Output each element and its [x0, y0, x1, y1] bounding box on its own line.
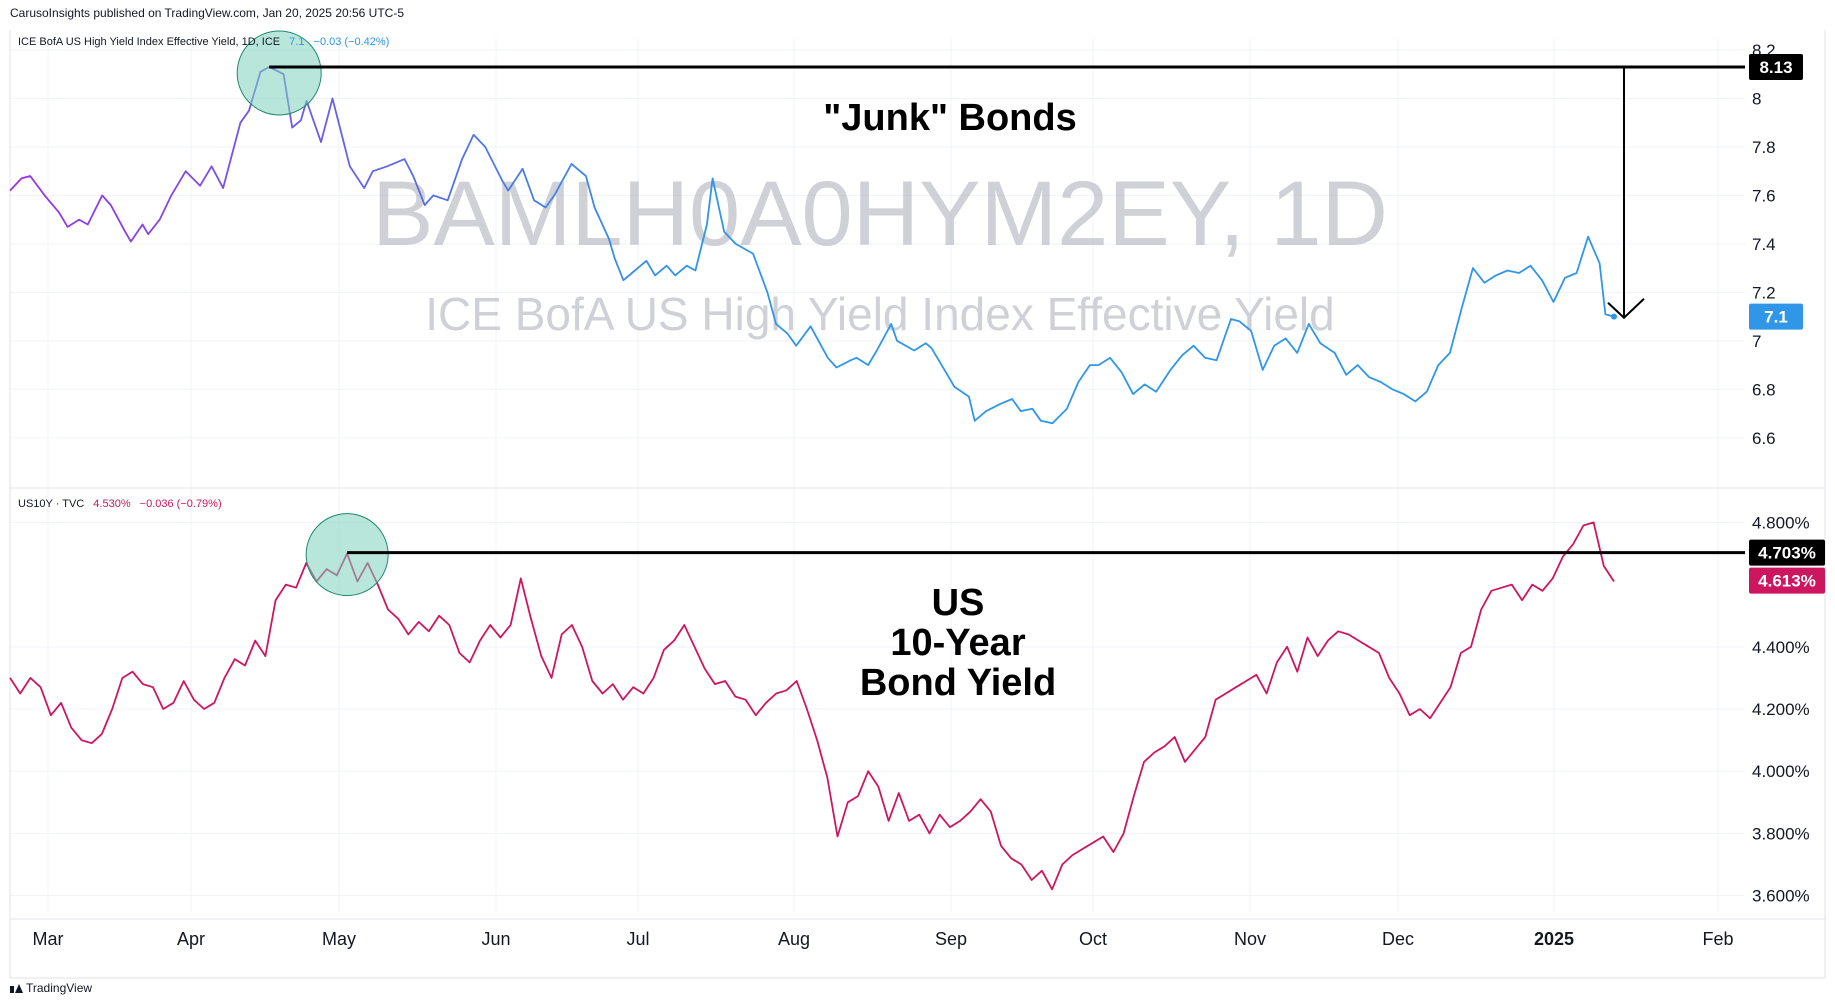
- legend-junk[interactable]: ICE BofA US High Yield Index Effective Y…: [18, 36, 389, 48]
- tradingview-brand[interactable]: TradingView: [10, 981, 92, 995]
- price-badge-top-0: [1749, 53, 1803, 80]
- time-axis[interactable]: Mar Apr May Jun Jul Aug Sep Oct Nov Dec 2025 Feb: [33, 929, 1734, 949]
- watermark-description: ICE BofA US High Yield Index Effective Y…: [425, 288, 1334, 340]
- price-badge-bottom-1: [1749, 567, 1825, 594]
- ytick-bottom-3: 4.000%: [1752, 762, 1810, 781]
- ytick-top-7: 6.8: [1752, 380, 1776, 399]
- price-badge-label-bottom-1: 4.613%: [1758, 572, 1816, 591]
- us10y-label-line3: Bond Yield: [860, 662, 1056, 704]
- grid: [10, 38, 1745, 912]
- xtick-9: Dec: [1382, 929, 1414, 949]
- xtick-8: Nov: [1234, 929, 1266, 949]
- xtick-3: Jun: [481, 929, 510, 949]
- us10y-line: [9, 521, 1615, 891]
- xtick-10: 2025: [1534, 929, 1574, 949]
- ytick-top-4: 7.4: [1752, 235, 1776, 254]
- xtick-6: Sep: [935, 929, 967, 949]
- legend-us10y-last: 4.530%: [93, 498, 131, 510]
- annotations: "Junk" Bonds US 10-Year Bond Yield: [823, 97, 1077, 704]
- legend-junk-title: ICE BofA US High Yield Index Effective Y…: [18, 36, 280, 48]
- junk-bonds-label: "Junk" Bonds: [823, 97, 1077, 139]
- price-badge-label-top-0: 8.13: [1759, 58, 1792, 77]
- ytick-top-8: 6.6: [1752, 429, 1776, 448]
- ytick-bottom-5: 3.600%: [1752, 887, 1810, 906]
- tradingview-logo-icon: [10, 983, 23, 993]
- ytick-bottom-1: 4.400%: [1752, 638, 1810, 657]
- xtick-5: Aug: [778, 929, 810, 949]
- ytick-bottom-2: 4.200%: [1752, 700, 1810, 719]
- us10y-label-line1: US: [932, 582, 985, 624]
- xtick-2: May: [322, 929, 356, 949]
- price-badge-top-1: [1749, 303, 1803, 330]
- legends[interactable]: ICE BofA US High Yield Index Effective Y…: [18, 36, 389, 510]
- legend-us10y[interactable]: US10Y · TVC 4.530% −0.036 (−0.79%): [18, 498, 222, 510]
- ytick-bottom-4: 3.800%: [1752, 824, 1810, 843]
- ytick-top-2: 7.8: [1752, 138, 1776, 157]
- price-axes[interactable]: 8.287.87.67.47.276.86.64.800%4.400%4.200…: [1752, 41, 1810, 906]
- xtick-11: Feb: [1702, 929, 1733, 949]
- legend-junk-change: −0.03 (−0.42%): [314, 36, 390, 48]
- price-badge-bottom-0: [1749, 539, 1825, 566]
- xtick-4: Jul: [626, 929, 649, 949]
- ytick-bottom-0: 4.800%: [1752, 513, 1810, 532]
- ytick-top-3: 7.6: [1752, 186, 1776, 205]
- ytick-top-5: 7.2: [1752, 283, 1776, 302]
- publisher-caption: CarusoInsights published on TradingView.…: [10, 6, 405, 20]
- xtick-0: Mar: [33, 929, 64, 949]
- us10y-label-line2: 10-Year: [890, 622, 1025, 664]
- junk-last-point: [1611, 313, 1617, 320]
- price-badge-label-bottom-0: 4.703%: [1758, 544, 1816, 563]
- junk-peak-highlight: [236, 30, 322, 116]
- watermark-symbol: BAMLH0A0HYM2EY, 1D: [372, 163, 1388, 265]
- drawings-layer[interactable]: [236, 30, 1745, 597]
- brand-text: TradingView: [26, 981, 93, 995]
- ytick-top-1: 8: [1752, 89, 1761, 108]
- legend-us10y-change: −0.036 (−0.79%): [140, 498, 222, 510]
- xtick-1: Apr: [177, 929, 205, 949]
- decline-arrow-head: [1607, 298, 1645, 320]
- ytick-top-6: 7: [1752, 332, 1761, 351]
- pane-divider[interactable]: [9, 30, 1826, 979]
- legend-junk-last: 7.1: [289, 36, 304, 48]
- xtick-7: Oct: [1079, 929, 1107, 949]
- legend-us10y-title: US10Y · TVC: [18, 498, 84, 510]
- us10y-peak-highlight: [305, 513, 389, 597]
- price-badges: 8.13 7.1 4.703% 4.613%: [1749, 53, 1825, 594]
- price-badge-label-top-1: 7.1: [1764, 308, 1788, 327]
- symbol-watermark: BAMLH0A0HYM2EY, 1D ICE BofA US High Yiel…: [372, 163, 1388, 340]
